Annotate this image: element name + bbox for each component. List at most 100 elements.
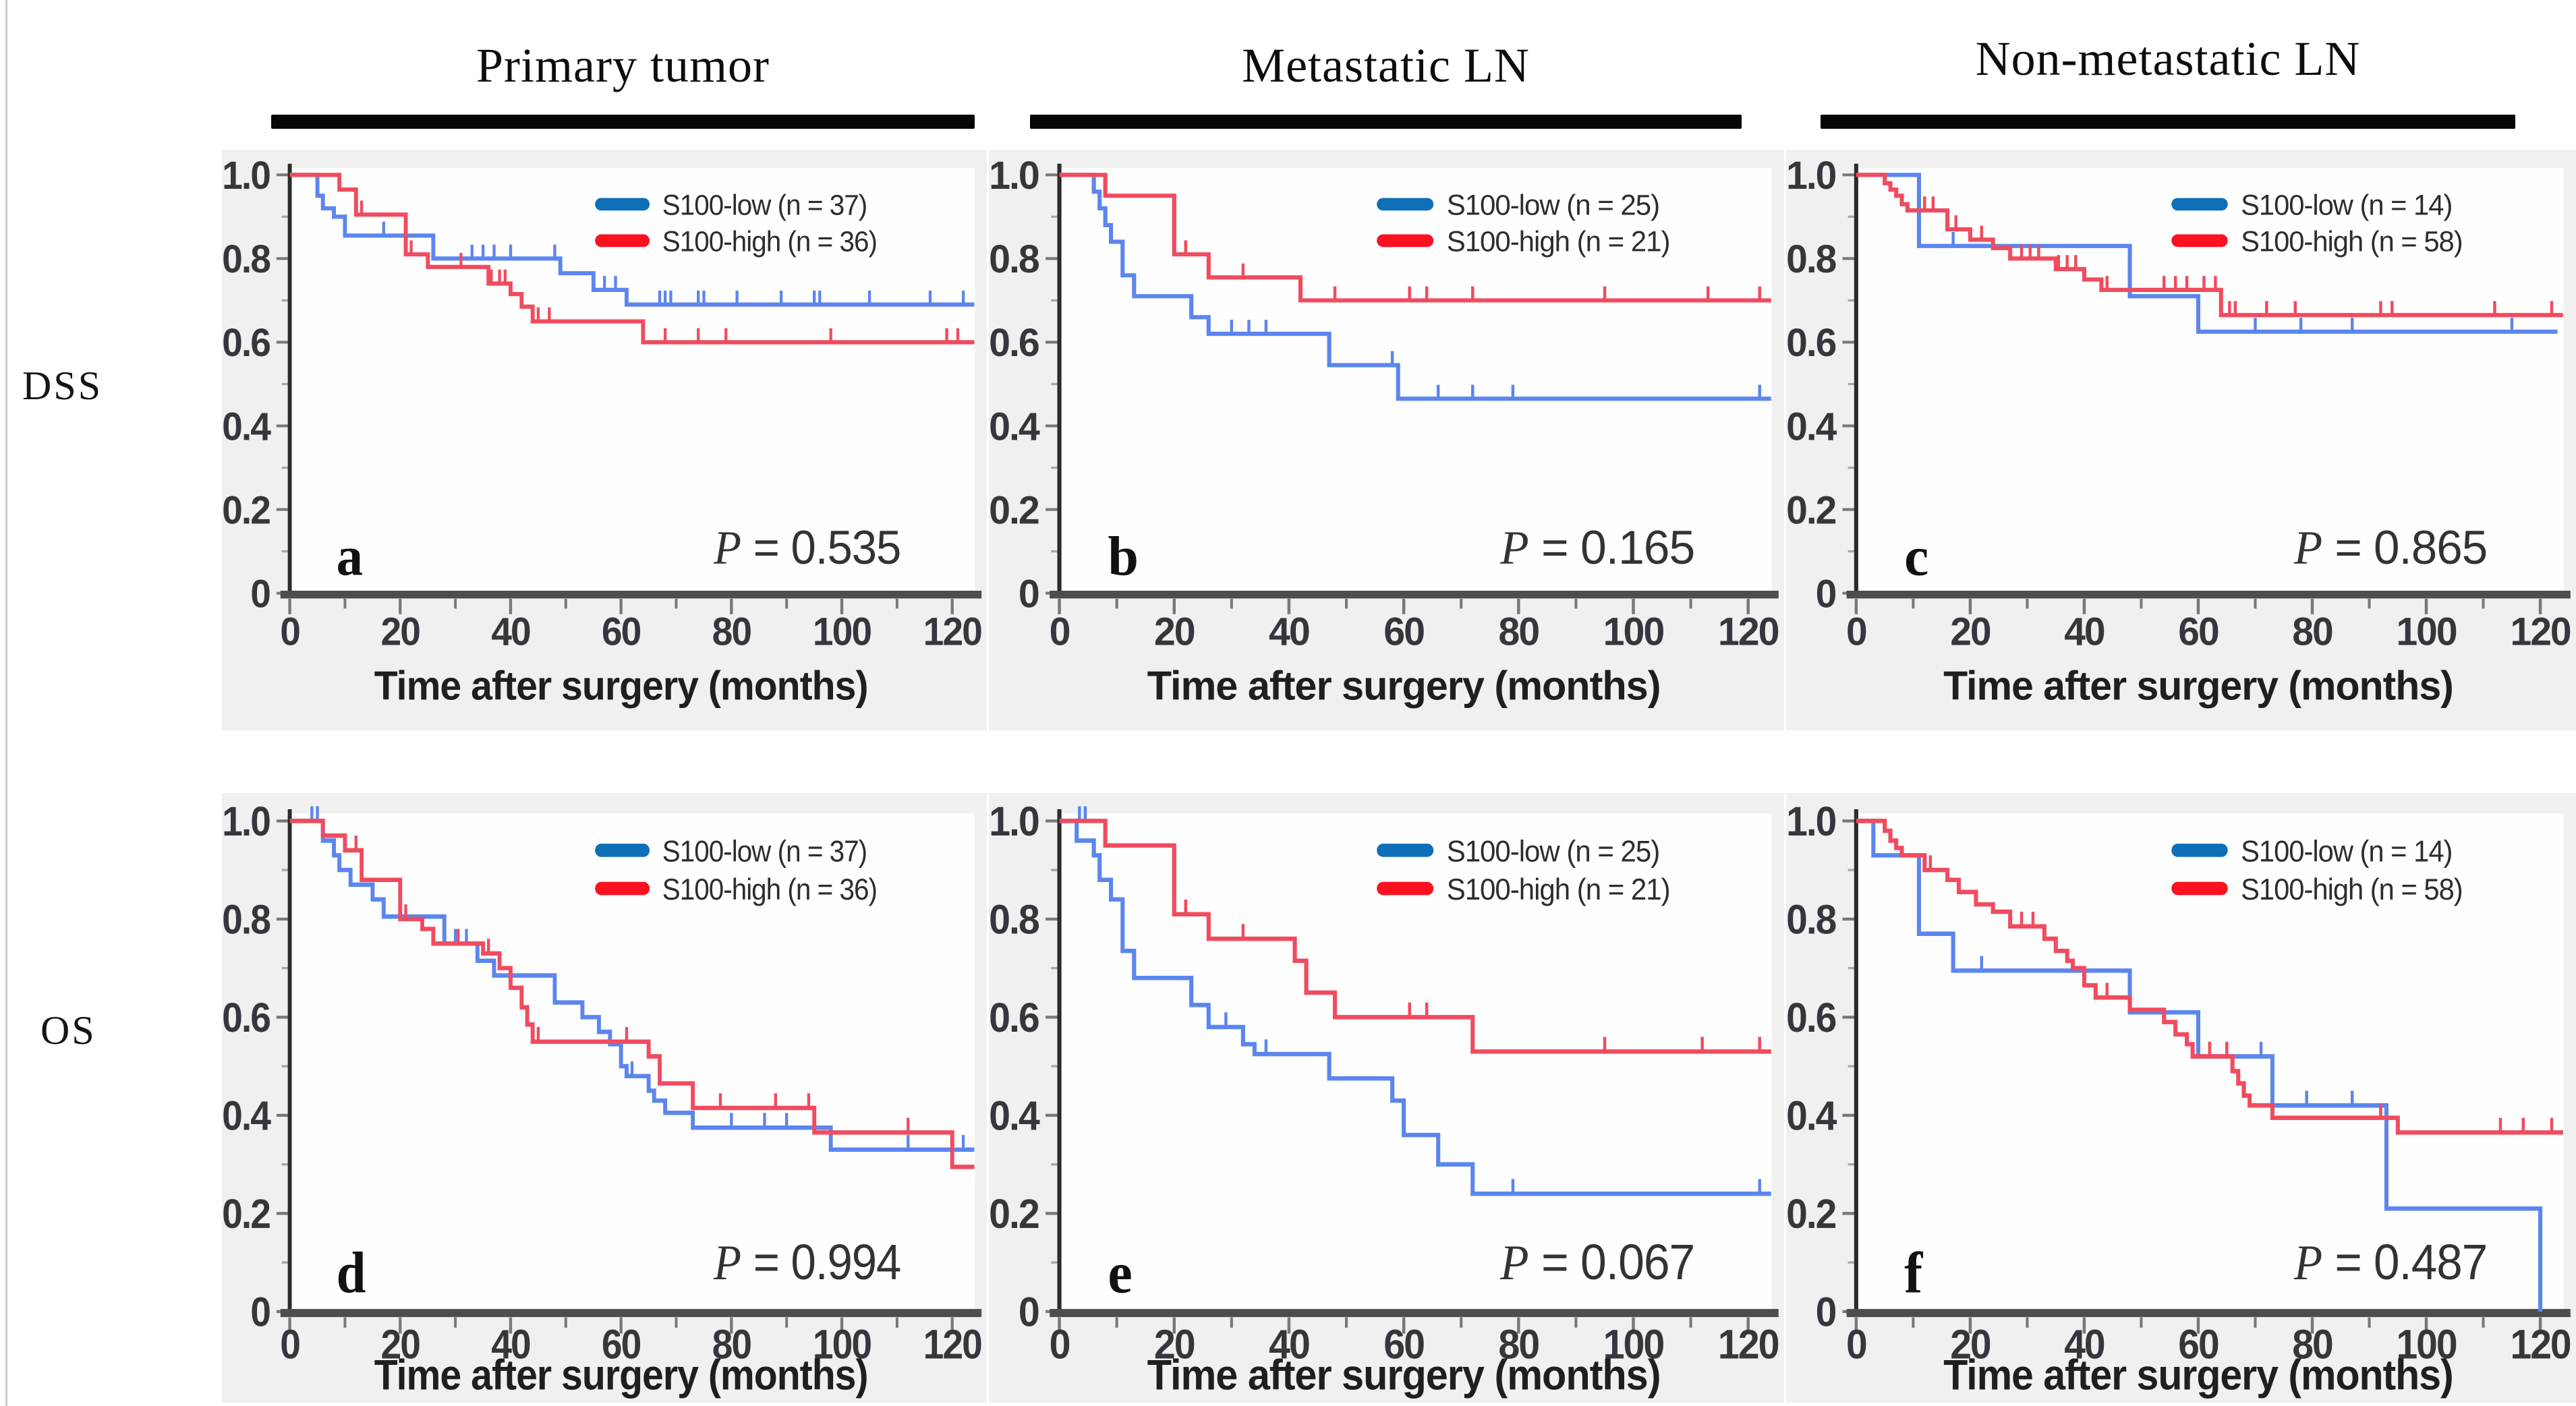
survival-curve-s100-high (1856, 173, 2563, 318)
x-tick-label: 80 (712, 610, 751, 654)
x-tick-label: 0 (1846, 1322, 1866, 1368)
row-label-os: OS (40, 1008, 96, 1053)
x-axis-label: Time after surgery (months) (1147, 663, 1661, 708)
y-tick-label: 0.2 (1786, 489, 1835, 533)
x-tick-label: 80 (2292, 610, 2332, 654)
header-underline-bar (271, 115, 975, 129)
legend-label-s100-low: S100-low (n = 37) (662, 189, 867, 221)
x-axis-label: Time after surgery (months) (374, 664, 868, 709)
x-tick-label: 20 (1950, 1322, 1991, 1368)
y-tick-label: 0.8 (989, 896, 1039, 943)
p-value-text: P = 0.487 (2293, 1235, 2487, 1291)
x-tick-label: 120 (2511, 1322, 2571, 1368)
survival-curve-s100-low (1059, 819, 1771, 1196)
survival-curve-s100-low (1856, 173, 2558, 334)
km-panel-d: 1.0 0.8 0.6 0.4 0.2 0 0 20 40 60 80 100 120 Time afte… (222, 793, 987, 1403)
x-tick-label: 100 (2397, 1322, 2457, 1368)
x-tick-label: 40 (1269, 1321, 1309, 1368)
legend-label-s100-high: S100-high (n = 58) (2241, 225, 2463, 257)
x-tick-label: 40 (491, 1322, 529, 1368)
y-tick-label: 0.6 (989, 995, 1039, 1041)
x-tick-label: 100 (813, 1322, 871, 1368)
p-value-text: P = 0.865 (2293, 521, 2487, 575)
x-tick-label: 80 (1498, 610, 1539, 653)
x-tick-label: 40 (2064, 610, 2104, 654)
y-tick-label: 0.2 (1786, 1191, 1835, 1237)
x-tick-label: 20 (1154, 610, 1195, 653)
y-tick-label: 0.6 (1786, 995, 1835, 1041)
y-tick-label: 0 (250, 573, 270, 616)
km-plot-e: 1.0 0.8 0.6 0.4 0.2 00 20 40 60 80 100 120 Time afte… (989, 798, 1780, 1399)
y-tick-label: 0 (1019, 573, 1039, 616)
x-tick-label: 60 (2178, 610, 2218, 654)
x-tick-label: 100 (1603, 610, 1664, 653)
legend-label-s100-low: S100-low (n = 14) (2241, 835, 2452, 869)
y-tick-label: 1.0 (989, 154, 1039, 198)
x-tick-label: 120 (923, 610, 982, 654)
x-tick-label: 80 (712, 1322, 751, 1368)
y-tick-label: 0.6 (222, 322, 270, 365)
column-header-metastatic-ln: Metastatic LN (1242, 38, 1530, 92)
legend-label-s100-high: S100-high (n = 21) (1447, 225, 1670, 257)
p-value-text: P = 0.165 (1499, 521, 1694, 575)
row-label-dss: DSS (22, 363, 103, 408)
x-axis-label: Time after surgery (months) (374, 1351, 868, 1399)
x-tick-label: 100 (1603, 1321, 1664, 1368)
y-tick-label: 1.0 (989, 798, 1039, 845)
y-tick-label: 0.4 (989, 405, 1040, 448)
x-tick-label: 0 (1050, 610, 1070, 653)
x-tick-label: 120 (2511, 610, 2571, 654)
x-axis-label: Time after surgery (months) (1943, 1351, 2453, 1399)
y-tick-label: 0.8 (222, 897, 270, 943)
panel-letter: b (1108, 525, 1139, 587)
y-tick-label: 0.2 (989, 489, 1039, 532)
p-value-text: P = 0.994 (713, 1234, 900, 1291)
y-tick-label: 1.0 (1786, 798, 1835, 844)
y-tick-label: 0.8 (989, 238, 1039, 281)
x-tick-label: 80 (2292, 1322, 2332, 1368)
survival-curve-s100-high (289, 173, 975, 345)
y-tick-label: 0.4 (222, 1093, 271, 1139)
y-tick-label: 0 (1816, 1289, 1836, 1335)
p-value-text: P = 0.535 (713, 521, 900, 575)
km-plot-b: 1.0 0.8 0.6 0.4 0.2 00 20 40 60 80 100 120 Time afte… (989, 154, 1779, 709)
panel-letter: c (1904, 525, 1928, 587)
km-panel-f: 1.0 0.8 0.6 0.4 0.2 0 0 20 40 60 80 100 120 Time afte… (1786, 793, 2576, 1403)
legend-label-s100-high: S100-high (n = 58) (2241, 873, 2463, 907)
legend-label-s100-high: S100-high (n = 21) (1447, 873, 1670, 906)
y-tick-label: 0.8 (222, 238, 270, 282)
x-tick-label: 120 (1718, 610, 1779, 653)
column-header-non-metastatic-ln: Non-metastatic LN (1975, 32, 2361, 86)
y-tick-label: 1.0 (222, 154, 270, 198)
km-plot-c: 1.0 0.8 0.6 0.4 0.2 00 20 40 60 80 100 120 Time afte… (1786, 154, 2571, 709)
survival-curve-s100-high (1856, 819, 2563, 1135)
x-tick-label: 0 (1846, 610, 1866, 654)
km-panel-a: 1.0 0.8 0.6 0.4 0.2 0 0 20 40 60 80 100 120 Time afte… (222, 150, 987, 730)
x-tick-label: 0 (280, 1322, 299, 1368)
x-tick-label: 60 (1383, 610, 1424, 653)
legend-label-s100-high: S100-high (n = 36) (662, 873, 877, 906)
x-tick-label: 0 (280, 610, 299, 654)
x-tick-label: 120 (1718, 1321, 1779, 1368)
y-tick-label: 0.4 (222, 405, 271, 449)
y-tick-label: 0.8 (1786, 897, 1836, 943)
y-tick-label: 0.4 (1786, 1093, 1837, 1139)
y-tick-label: 0.4 (1786, 405, 1837, 449)
x-axis-label: Time after surgery (months) (1147, 1351, 1661, 1399)
x-tick-label: 100 (813, 610, 871, 654)
legend-label-s100-low: S100-low (n = 25) (1447, 835, 1659, 868)
survival-curve-s100-low (1059, 173, 1771, 401)
page-edge-line (5, 0, 7, 1406)
survival-curve-s100-low (289, 819, 975, 1152)
x-tick-label: 120 (923, 1322, 981, 1368)
panel-letter: f (1904, 1241, 1923, 1306)
survival-curve-s100-high (289, 819, 975, 1169)
y-tick-label: 0 (1019, 1289, 1039, 1335)
x-tick-label: 60 (602, 1322, 640, 1368)
x-tick-label: 20 (381, 1322, 420, 1368)
km-panel-e: 1.0 0.8 0.6 0.4 0.2 0 0 20 40 60 80 100 120 Time afte… (989, 793, 1784, 1403)
y-tick-label: 0.2 (222, 1192, 270, 1237)
panel-letter: a (337, 525, 363, 587)
y-tick-label: 0.8 (1786, 238, 1836, 282)
